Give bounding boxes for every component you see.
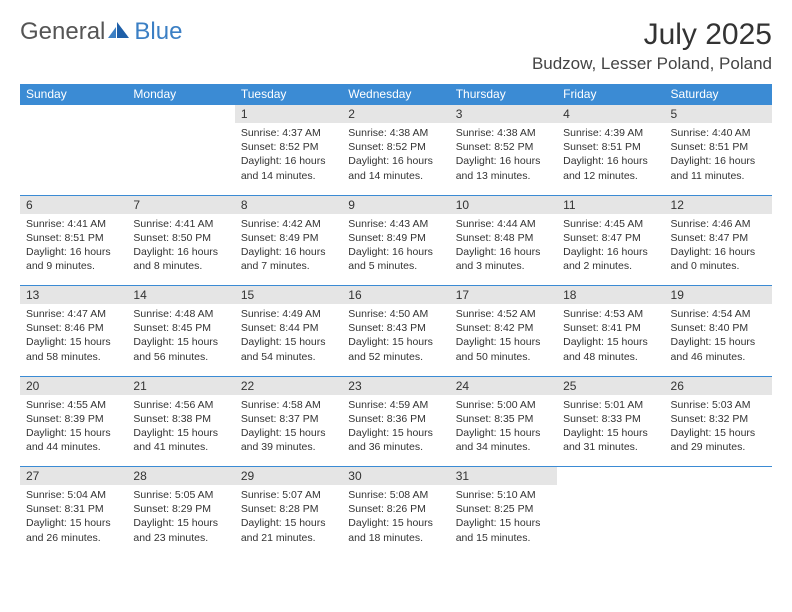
day-number-cell: 3 [450, 105, 557, 124]
day-content-cell [665, 485, 772, 557]
day-number-cell: 21 [127, 376, 234, 395]
day-content-cell: Sunrise: 4:38 AMSunset: 8:52 PMDaylight:… [342, 123, 449, 195]
day-number-cell: 4 [557, 105, 664, 124]
day-header: Friday [557, 84, 664, 105]
day-content-cell: Sunrise: 4:59 AMSunset: 8:36 PMDaylight:… [342, 395, 449, 467]
day-number-cell: 14 [127, 286, 234, 305]
brand-text-blue: Blue [134, 18, 182, 46]
day-number-cell: 12 [665, 195, 772, 214]
brand-sail-icon [108, 18, 130, 46]
day-number-cell: 22 [235, 376, 342, 395]
day-content-cell: Sunrise: 4:58 AMSunset: 8:37 PMDaylight:… [235, 395, 342, 467]
day-number-cell: 7 [127, 195, 234, 214]
day-content-cell: Sunrise: 5:07 AMSunset: 8:28 PMDaylight:… [235, 485, 342, 557]
day-number-row: 13141516171819 [20, 286, 772, 305]
day-number-cell: 20 [20, 376, 127, 395]
day-number-cell: 31 [450, 467, 557, 486]
day-header: Thursday [450, 84, 557, 105]
day-header: Monday [127, 84, 234, 105]
day-number-cell: 1 [235, 105, 342, 124]
day-content-cell: Sunrise: 4:52 AMSunset: 8:42 PMDaylight:… [450, 304, 557, 376]
day-header: Wednesday [342, 84, 449, 105]
day-number-cell: 16 [342, 286, 449, 305]
day-content-cell: Sunrise: 5:00 AMSunset: 8:35 PMDaylight:… [450, 395, 557, 467]
day-content-cell: Sunrise: 5:04 AMSunset: 8:31 PMDaylight:… [20, 485, 127, 557]
day-content-row: Sunrise: 4:55 AMSunset: 8:39 PMDaylight:… [20, 395, 772, 467]
day-number-row: 2728293031 [20, 467, 772, 486]
day-number-cell: 5 [665, 105, 772, 124]
day-number-cell: 29 [235, 467, 342, 486]
day-number-cell: 24 [450, 376, 557, 395]
day-header-row: Sunday Monday Tuesday Wednesday Thursday… [20, 84, 772, 105]
day-content-cell: Sunrise: 4:48 AMSunset: 8:45 PMDaylight:… [127, 304, 234, 376]
day-content-cell: Sunrise: 4:38 AMSunset: 8:52 PMDaylight:… [450, 123, 557, 195]
day-header: Tuesday [235, 84, 342, 105]
day-content-cell: Sunrise: 5:08 AMSunset: 8:26 PMDaylight:… [342, 485, 449, 557]
day-number-cell [665, 467, 772, 486]
day-number-cell: 11 [557, 195, 664, 214]
day-header: Sunday [20, 84, 127, 105]
day-content-row: Sunrise: 4:47 AMSunset: 8:46 PMDaylight:… [20, 304, 772, 376]
brand-logo: General Blue [20, 18, 182, 46]
day-number-cell: 18 [557, 286, 664, 305]
day-number-cell: 19 [665, 286, 772, 305]
day-header: Saturday [665, 84, 772, 105]
day-content-cell: Sunrise: 5:05 AMSunset: 8:29 PMDaylight:… [127, 485, 234, 557]
day-content-cell: Sunrise: 4:41 AMSunset: 8:51 PMDaylight:… [20, 214, 127, 286]
day-content-cell [557, 485, 664, 557]
day-number-row: 20212223242526 [20, 376, 772, 395]
day-content-cell: Sunrise: 4:46 AMSunset: 8:47 PMDaylight:… [665, 214, 772, 286]
day-number-cell: 26 [665, 376, 772, 395]
day-number-cell: 9 [342, 195, 449, 214]
day-content-cell: Sunrise: 4:44 AMSunset: 8:48 PMDaylight:… [450, 214, 557, 286]
day-content-row: Sunrise: 5:04 AMSunset: 8:31 PMDaylight:… [20, 485, 772, 557]
day-content-cell: Sunrise: 4:39 AMSunset: 8:51 PMDaylight:… [557, 123, 664, 195]
title-block: July 2025 Budzow, Lesser Poland, Poland [532, 18, 772, 74]
day-content-cell: Sunrise: 5:03 AMSunset: 8:32 PMDaylight:… [665, 395, 772, 467]
day-number-cell: 25 [557, 376, 664, 395]
day-content-cell: Sunrise: 4:56 AMSunset: 8:38 PMDaylight:… [127, 395, 234, 467]
day-content-cell: Sunrise: 4:55 AMSunset: 8:39 PMDaylight:… [20, 395, 127, 467]
day-number-cell: 13 [20, 286, 127, 305]
month-title: July 2025 [532, 18, 772, 52]
day-number-cell: 17 [450, 286, 557, 305]
day-content-cell: Sunrise: 4:53 AMSunset: 8:41 PMDaylight:… [557, 304, 664, 376]
day-number-cell: 6 [20, 195, 127, 214]
day-number-cell: 2 [342, 105, 449, 124]
day-content-row: Sunrise: 4:41 AMSunset: 8:51 PMDaylight:… [20, 214, 772, 286]
location-text: Budzow, Lesser Poland, Poland [532, 54, 772, 74]
day-content-cell [20, 123, 127, 195]
day-number-cell [127, 105, 234, 124]
day-content-cell: Sunrise: 4:49 AMSunset: 8:44 PMDaylight:… [235, 304, 342, 376]
day-content-cell: Sunrise: 5:10 AMSunset: 8:25 PMDaylight:… [450, 485, 557, 557]
day-number-cell: 10 [450, 195, 557, 214]
day-content-cell: Sunrise: 4:54 AMSunset: 8:40 PMDaylight:… [665, 304, 772, 376]
day-number-cell: 15 [235, 286, 342, 305]
day-content-cell [127, 123, 234, 195]
day-content-cell: Sunrise: 4:40 AMSunset: 8:51 PMDaylight:… [665, 123, 772, 195]
brand-text-general: General [20, 18, 105, 46]
day-content-cell: Sunrise: 5:01 AMSunset: 8:33 PMDaylight:… [557, 395, 664, 467]
day-content-row: Sunrise: 4:37 AMSunset: 8:52 PMDaylight:… [20, 123, 772, 195]
day-number-cell: 28 [127, 467, 234, 486]
day-number-row: 6789101112 [20, 195, 772, 214]
page-header: General Blue July 2025 Budzow, Lesser Po… [20, 18, 772, 74]
day-content-cell: Sunrise: 4:47 AMSunset: 8:46 PMDaylight:… [20, 304, 127, 376]
day-content-cell: Sunrise: 4:42 AMSunset: 8:49 PMDaylight:… [235, 214, 342, 286]
day-number-cell: 8 [235, 195, 342, 214]
day-number-cell [20, 105, 127, 124]
day-number-cell: 23 [342, 376, 449, 395]
calendar-table: Sunday Monday Tuesday Wednesday Thursday… [20, 84, 772, 557]
day-content-cell: Sunrise: 4:41 AMSunset: 8:50 PMDaylight:… [127, 214, 234, 286]
day-number-cell [557, 467, 664, 486]
day-content-cell: Sunrise: 4:37 AMSunset: 8:52 PMDaylight:… [235, 123, 342, 195]
day-number-cell: 30 [342, 467, 449, 486]
day-content-cell: Sunrise: 4:43 AMSunset: 8:49 PMDaylight:… [342, 214, 449, 286]
day-number-cell: 27 [20, 467, 127, 486]
day-content-cell: Sunrise: 4:45 AMSunset: 8:47 PMDaylight:… [557, 214, 664, 286]
day-number-row: 12345 [20, 105, 772, 124]
day-content-cell: Sunrise: 4:50 AMSunset: 8:43 PMDaylight:… [342, 304, 449, 376]
